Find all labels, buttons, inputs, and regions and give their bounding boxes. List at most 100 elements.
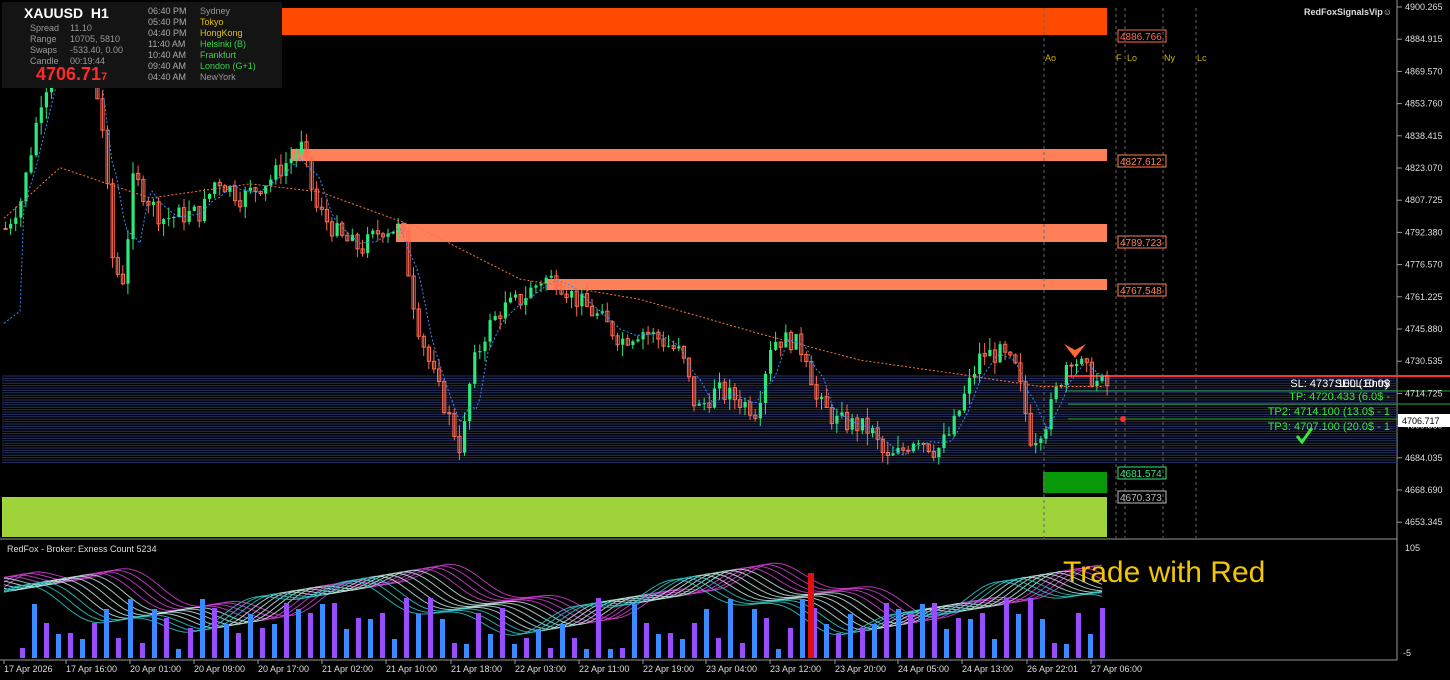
histogram-bar — [536, 629, 541, 658]
candle-body — [916, 443, 921, 445]
candle-body — [992, 349, 998, 363]
supply-zone — [282, 8, 1107, 35]
candle-body — [564, 293, 569, 299]
level-tag-box — [1117, 235, 1167, 249]
candle-body — [329, 221, 335, 237]
histogram-bar — [248, 614, 253, 658]
session-row: 04:40 PM HongKong — [148, 28, 243, 38]
candle-body — [534, 285, 538, 288]
level-tag-box — [1117, 154, 1167, 168]
histogram-bar — [560, 624, 565, 658]
session-row: 05:40 PM Tokyo — [148, 17, 224, 27]
histogram-bar — [428, 598, 433, 658]
candle-body — [208, 193, 212, 199]
candle-body — [1018, 362, 1023, 383]
histogram-bar — [944, 629, 949, 658]
candle-body — [641, 332, 645, 340]
histogram-bar — [1076, 613, 1081, 658]
candle-body — [182, 207, 187, 223]
histogram-bar — [1016, 614, 1021, 658]
indicator-axis-bottom: -5 — [1403, 648, 1411, 658]
histogram-bar — [632, 604, 637, 658]
symbol-info-panel: XAUUSD H1 Spread 11.10 Range 10705, 5810 S… — [2, 2, 282, 88]
histogram-bar — [332, 603, 337, 658]
histogram-bar — [620, 648, 625, 658]
candle-body — [636, 339, 640, 342]
candle-body — [437, 368, 442, 382]
candle-body — [570, 290, 574, 298]
candle-body — [340, 222, 345, 236]
level-tag-box — [1117, 283, 1167, 297]
candle-body — [426, 346, 431, 362]
time-axis-label: 22 Apr 03:00 — [515, 664, 566, 674]
histogram-bar — [488, 634, 493, 658]
oscillator-ribbon — [3, 575, 1103, 633]
histogram-bar — [596, 598, 601, 658]
price-axis-label: 4807.725 — [1405, 195, 1443, 205]
histogram-bar — [464, 644, 469, 658]
candle-body — [1013, 354, 1018, 364]
histogram-bar — [808, 573, 814, 658]
candle-body — [34, 122, 38, 156]
candle-body — [447, 412, 452, 415]
candle-body — [1075, 364, 1079, 367]
histogram-bar — [1004, 598, 1009, 658]
histogram-bar — [752, 609, 757, 658]
level-tag: 4681.574 — [1120, 469, 1162, 480]
candle-body — [514, 294, 518, 298]
candle-body — [697, 403, 701, 406]
candle-body — [411, 275, 416, 310]
candle-body — [625, 338, 630, 346]
time-axis-label: 27 Apr 06:00 — [1091, 664, 1142, 674]
session-row: 09:40 AM London (G+1) — [148, 61, 256, 71]
candle-body — [875, 427, 880, 440]
time-axis-label: 20 Apr 01:00 — [130, 664, 181, 674]
candle-body — [126, 239, 130, 284]
histogram-bar — [716, 638, 721, 658]
symbol-title: XAUUSD H1 — [24, 5, 109, 21]
histogram-bar — [956, 618, 961, 658]
histogram-bar — [836, 633, 841, 658]
candle-body — [431, 360, 437, 370]
price-axis-label: 4761.225 — [1405, 292, 1443, 302]
time-axis-label: 21 Apr 10:00 — [386, 664, 437, 674]
candle-body — [778, 341, 783, 348]
candle-body — [360, 248, 365, 254]
tp1-label: TP: 4720.433 (6.0$ - — [1289, 391, 1390, 403]
candle-body — [39, 107, 43, 123]
histogram-bar — [1052, 643, 1057, 658]
candle-body — [692, 376, 697, 407]
candle-body — [1100, 375, 1104, 381]
histogram-bar — [512, 644, 517, 658]
candle-body — [804, 353, 809, 362]
candle-body — [712, 388, 717, 408]
histogram-bar — [68, 633, 73, 658]
current-price-tag-box — [1398, 414, 1450, 427]
candle-body — [702, 403, 706, 405]
supply-zone — [291, 149, 1107, 161]
histogram-bar — [608, 649, 613, 658]
candle-body — [931, 450, 936, 458]
candle-body — [493, 315, 497, 321]
candle-body — [508, 297, 513, 303]
time-axis-label: 22 Apr 11:00 — [579, 664, 629, 674]
histogram-bar — [644, 623, 649, 658]
session-marker: Lc — [1197, 53, 1207, 63]
candle-body — [401, 223, 406, 232]
histogram-bar — [260, 628, 265, 658]
price-axis-label: 4653.345 — [1405, 517, 1443, 527]
candle-body — [621, 338, 625, 345]
candle-body — [375, 230, 380, 235]
time-axis-label: 17 Apr 16:00 — [66, 664, 117, 674]
histogram-bar — [872, 624, 877, 658]
histogram-bar — [344, 629, 349, 658]
candle-body — [518, 294, 523, 306]
oscillator-ribbon — [3, 563, 1103, 621]
histogram-bar — [668, 633, 673, 658]
candle-body — [845, 412, 850, 431]
tp2-label: TP2: 4714.100 (13.0$ - 1 — [1268, 406, 1390, 418]
histogram-bar — [1100, 608, 1105, 658]
histogram-bar — [200, 599, 205, 658]
histogram-bar — [296, 609, 301, 658]
